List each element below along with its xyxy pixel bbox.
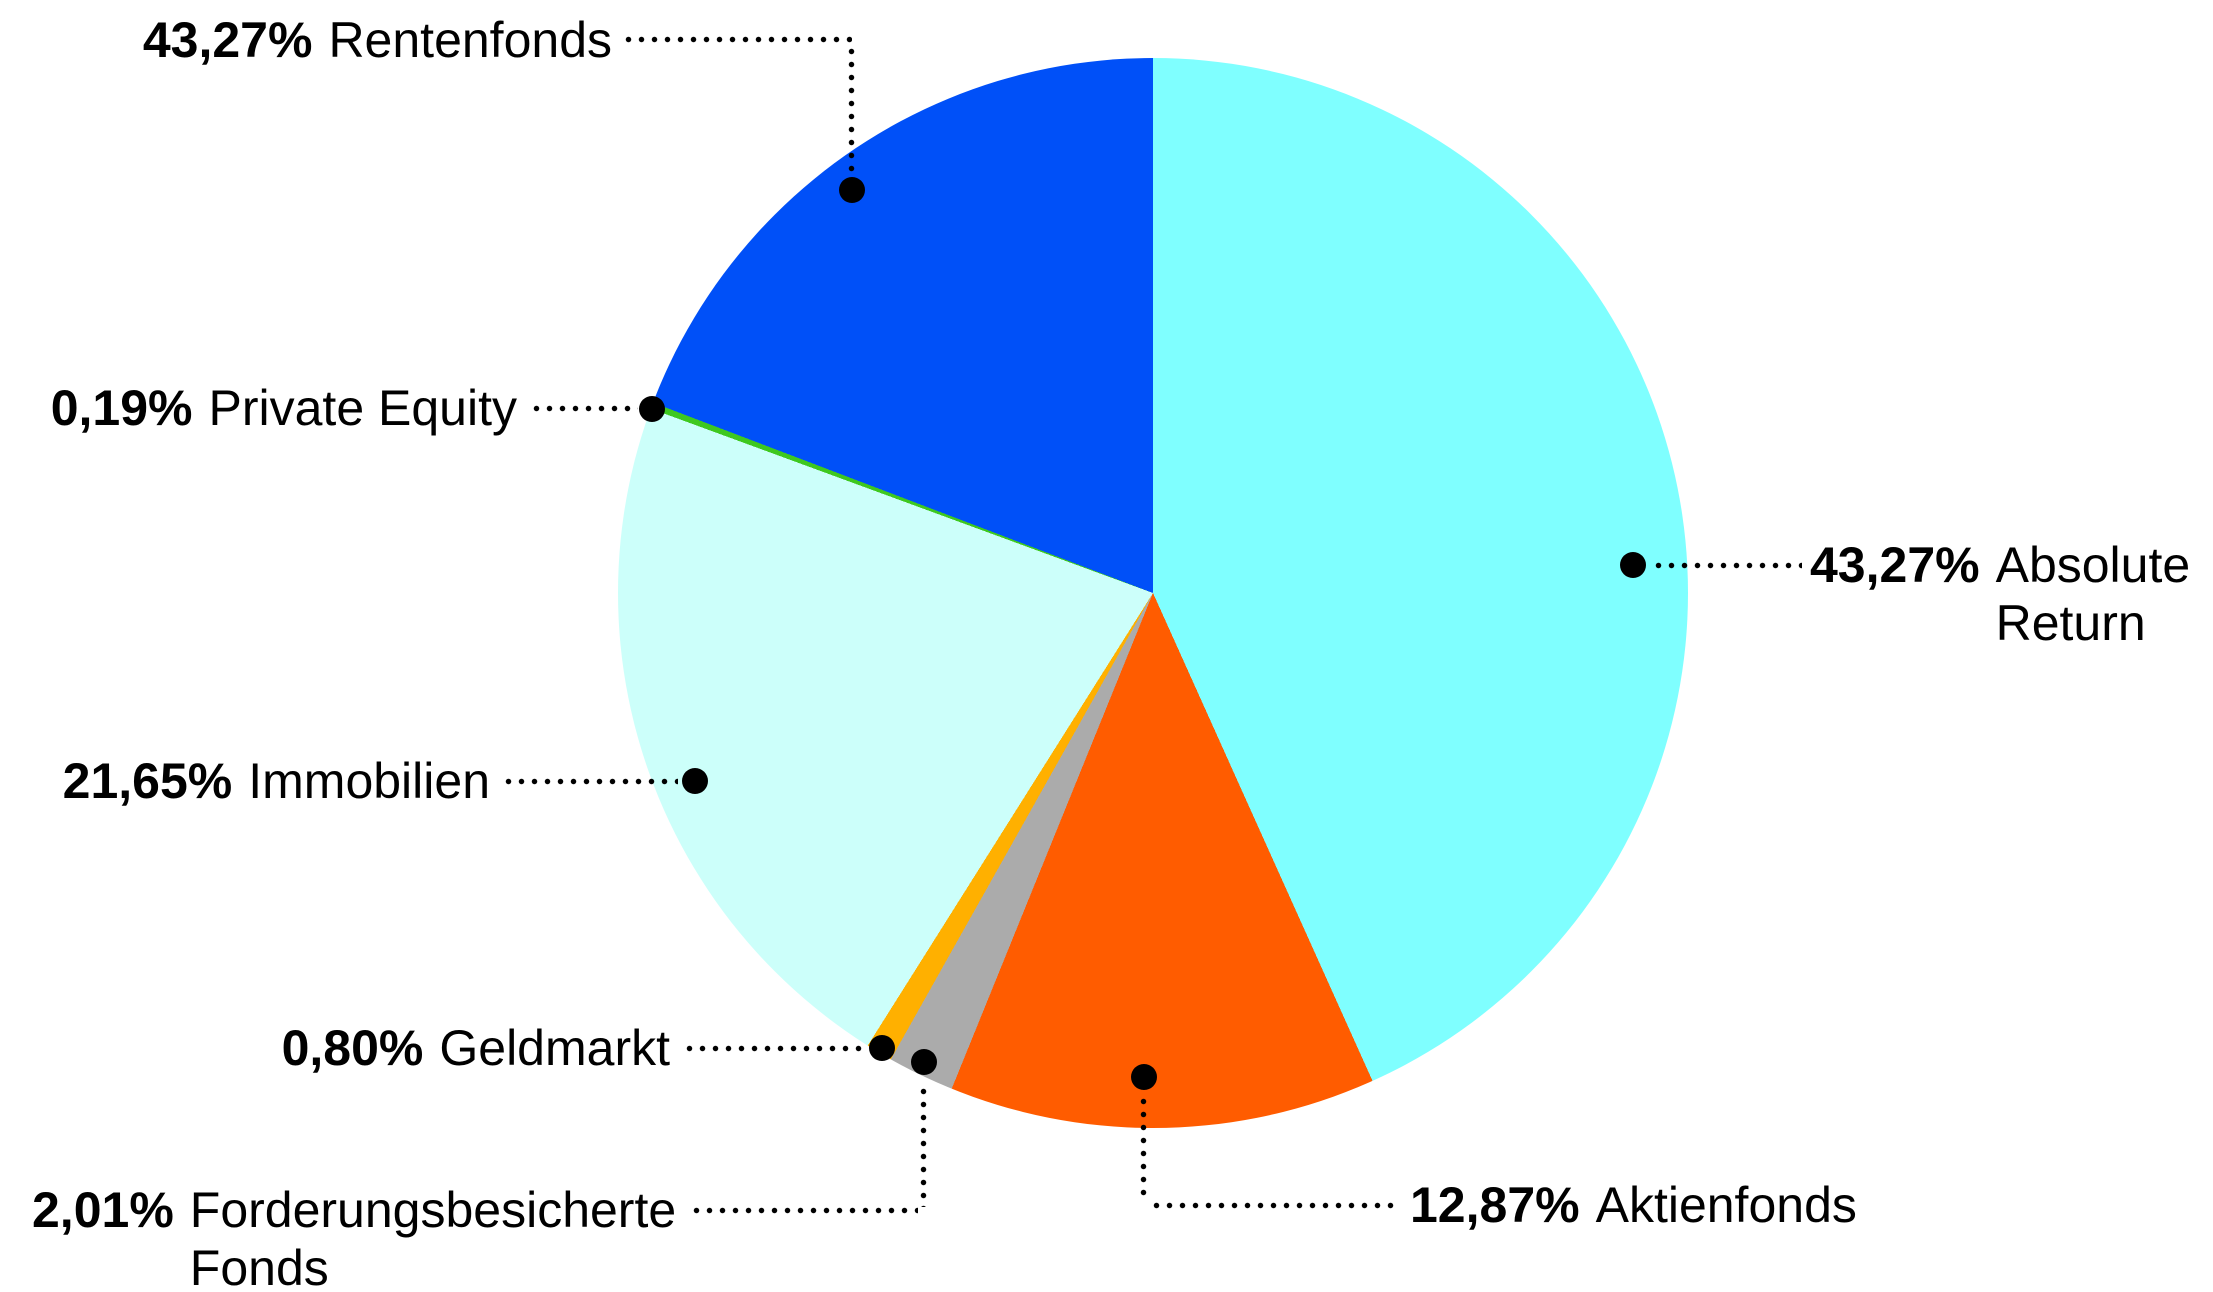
aktienfonds-name: Aktienfonds bbox=[1595, 1177, 1857, 1233]
rentenfonds-percent: 43,27% bbox=[142, 12, 313, 68]
immobilien-percent: 21,65% bbox=[62, 753, 233, 809]
leader-immobilien bbox=[502, 776, 678, 787]
leader-rentenfonds-vertical bbox=[846, 45, 857, 173]
label-rentenfonds: 43,27% Rentenfonds bbox=[130, 11, 612, 69]
dot-absolute-return bbox=[1620, 552, 1646, 578]
label-absolute-return: 43,27% Absolute Return bbox=[1810, 536, 2213, 652]
pie bbox=[618, 58, 1688, 1128]
dot-rentenfonds bbox=[839, 177, 865, 203]
dot-forderungsbesicherte bbox=[911, 1049, 937, 1075]
leader-aktienfonds-horizontal bbox=[1150, 1200, 1395, 1211]
label-aktienfonds: 12,87% Aktienfonds bbox=[1410, 1176, 1857, 1234]
rentenfonds-name: Rentenfonds bbox=[328, 12, 612, 68]
forderungsbesicherte-name: Forderungsbesicherte Fonds bbox=[189, 1182, 677, 1292]
label-private-equity: 0,19% Private Equity bbox=[51, 379, 517, 437]
leader-rentenfonds-horizontal bbox=[622, 34, 852, 45]
leader-aktienfonds-vertical bbox=[1138, 1095, 1149, 1200]
label-forderungsbesicherte-fonds: 2,01% Forderungsbesicherte Fonds bbox=[32, 1181, 710, 1292]
label-geldmarkt: 0,80% Geldmarkt bbox=[275, 1019, 670, 1077]
leader-absolute-return bbox=[1652, 560, 1802, 571]
dot-immobilien bbox=[682, 768, 708, 794]
leader-geldmarkt bbox=[683, 1043, 863, 1054]
immobilien-name: Immobilien bbox=[248, 753, 490, 809]
geldmarkt-percent: 0,80% bbox=[281, 1020, 424, 1076]
dot-geldmarkt bbox=[869, 1035, 895, 1061]
absolute-return-percent: 43,27% bbox=[1810, 537, 1980, 593]
dot-aktienfonds bbox=[1131, 1064, 1157, 1090]
private-equity-name: Private Equity bbox=[208, 380, 517, 436]
leader-private-equity bbox=[530, 403, 638, 414]
label-immobilien: 21,65% Immobilien bbox=[60, 752, 490, 810]
forderungsbesicherte-percent: 2,01% bbox=[32, 1182, 174, 1238]
dot-private-equity bbox=[639, 396, 665, 422]
leader-forderungsbesicherte-vertical bbox=[918, 1085, 929, 1207]
absolute-return-name: Absolute Return bbox=[1995, 537, 2191, 651]
private-equity-percent: 0,19% bbox=[50, 380, 193, 436]
geldmarkt-name: Geldmarkt bbox=[439, 1020, 670, 1076]
aktienfonds-percent: 12,87% bbox=[1410, 1177, 1580, 1233]
leader-forderungsbesicherte-horizontal bbox=[690, 1205, 918, 1216]
